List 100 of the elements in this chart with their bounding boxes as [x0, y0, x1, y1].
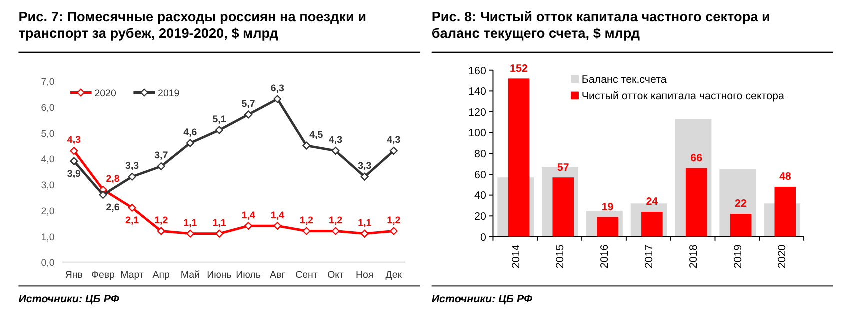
data-label: 2,6	[106, 202, 120, 214]
bar	[730, 214, 752, 237]
x-tick-label: Май	[180, 270, 200, 281]
data-label: 3,3	[358, 161, 372, 172]
y-tick-label: 5,0	[41, 128, 56, 140]
data-label: 4,6	[184, 127, 198, 138]
legend-label: Чистый отток капитала частного сектора	[582, 90, 785, 103]
data-label: 2,1	[126, 216, 140, 227]
data-label: 48	[779, 171, 792, 184]
point	[332, 146, 340, 155]
legend-label: 2020	[94, 88, 117, 100]
point	[186, 230, 194, 238]
data-label: 57	[557, 162, 570, 174]
data-label: 1,1	[184, 218, 198, 230]
data-label: 22	[735, 198, 747, 210]
point	[186, 139, 194, 148]
y-tick-label: 120	[468, 106, 486, 119]
x-tick-label: 2019	[732, 244, 744, 269]
bar	[552, 178, 574, 237]
point	[99, 191, 108, 199]
chart-title: Рис. 8: Чистый отток капитала частного сектора и баланс текущего счета, $ млрд	[432, 10, 770, 42]
data-label: 3,3	[126, 161, 140, 172]
point	[157, 162, 166, 171]
x-tick-label: Ноя	[356, 270, 374, 281]
legend-label: 2019	[158, 88, 180, 100]
x-tick-label: 2015	[554, 244, 567, 269]
point	[157, 227, 166, 236]
x-tick-label: Март	[120, 270, 145, 281]
y-tick-label: 60	[474, 169, 486, 182]
data-label: 6,3	[270, 83, 285, 94]
point	[302, 227, 311, 236]
data-label: 1,1	[212, 218, 227, 230]
data-label: 3,9	[67, 168, 82, 180]
y-tick-label: 1,0	[41, 232, 56, 244]
point	[274, 95, 282, 104]
y-tick-label: 80	[474, 148, 486, 161]
y-tick-label: 0,0	[41, 258, 56, 270]
y-tick-label: 140	[468, 86, 486, 98]
point	[128, 172, 136, 181]
data-label: 4,3	[387, 135, 402, 146]
point	[390, 146, 398, 155]
data-label: 3,7	[154, 150, 168, 162]
x-tick-label: Февр	[92, 270, 115, 281]
y-tick-label: 100	[468, 128, 486, 140]
point	[390, 227, 398, 236]
data-label: 1,1	[358, 218, 372, 230]
data-label: 1,4	[242, 210, 256, 222]
y-tick-label: 40	[474, 190, 486, 202]
x-tick-label: 2014	[510, 244, 522, 269]
point	[70, 157, 78, 166]
y-tick-label: 2,0	[41, 206, 56, 218]
x-tick-label: Апр	[152, 270, 170, 281]
y-tick-label: 0	[480, 232, 486, 244]
bar	[508, 78, 530, 237]
data-label: 1,2	[329, 215, 344, 226]
point	[244, 110, 253, 119]
data-label: 1,2	[387, 215, 402, 226]
point	[128, 204, 136, 212]
y-tick-label: 7,0	[41, 76, 56, 88]
data-label: 4,3	[329, 135, 344, 146]
y-tick-label: 6,0	[41, 102, 56, 114]
point	[332, 227, 340, 236]
point	[216, 230, 224, 238]
chart-title: Рис. 7: Помесячные расходы россиян на поездки и транспорт за рубеж, 2019-2020, $ млрд	[18, 10, 367, 42]
data-label: 152	[510, 62, 528, 75]
y-tick-label: 3,0	[41, 180, 56, 192]
data-label: 1,4	[270, 210, 285, 222]
bar	[686, 168, 708, 237]
x-tick-label: 2018	[688, 244, 700, 269]
data-label: 19	[602, 201, 614, 214]
legend-label: Баланс тек.счета	[582, 74, 667, 86]
x-tick-label: Июнь	[207, 270, 232, 281]
data-label: 1,2	[154, 215, 169, 226]
y-tick-label: 4,0	[41, 154, 56, 166]
data-label: 24	[646, 196, 658, 208]
data-label: 2,8	[106, 174, 120, 186]
data-label: 66	[690, 152, 703, 164]
y-tick-label: 20	[474, 211, 486, 224]
data-label: 4,5	[310, 130, 324, 142]
x-tick-label: Дек	[386, 270, 403, 281]
x-tick-label: 2017	[644, 244, 656, 269]
x-tick-label: Окт	[328, 270, 345, 281]
text: Источники: ЦБ РФ	[432, 293, 534, 306]
data-label: 1,2	[300, 215, 314, 226]
point	[216, 126, 224, 134]
bar	[597, 217, 618, 237]
point	[70, 146, 78, 155]
bar	[774, 186, 796, 237]
data-label: 5,7	[242, 98, 256, 110]
text: Источники: ЦБ РФ	[18, 293, 120, 306]
point	[302, 142, 311, 150]
x-tick-label: 2020	[776, 244, 789, 269]
point	[274, 222, 282, 230]
data-label: 5,1	[212, 114, 227, 126]
bar	[642, 212, 663, 237]
x-tick-label: Сент	[296, 270, 318, 281]
point	[244, 222, 253, 230]
point	[360, 230, 369, 238]
point	[360, 172, 369, 181]
data-label: 4,3	[67, 135, 82, 146]
